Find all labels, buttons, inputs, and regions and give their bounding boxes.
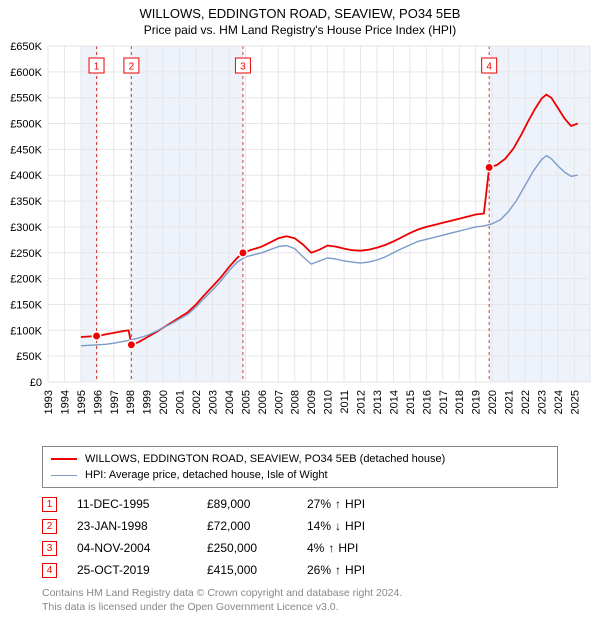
sales-table: 1 11-DEC-1995£89,00027%↑HPI 2 23-JAN-1998£7… [42,494,387,582]
x-axis-label: 2004 [224,390,236,414]
arrow-up-icon: ↑ [328,541,334,555]
sale-date: 04-NOV-2004 [77,541,207,555]
sale-marker-number: 2 [129,61,135,72]
sale-price: £415,000 [207,563,307,577]
sale-marker-number: 4 [486,61,492,72]
x-axis-label: 2017 [438,390,450,414]
shaded-band [131,46,243,382]
legend-label: WILLOWS, EDDINGTON ROAD, SEAVIEW, PO34 5… [85,453,445,465]
y-axis-label: £450K [10,144,42,156]
x-axis-label: 2019 [471,390,483,414]
y-axis-label: £500K [10,119,42,131]
sale-price: £72,000 [207,519,307,533]
arrow-up-icon: ↑ [335,563,341,577]
x-axis-label: 2020 [487,390,499,414]
sale-badge: 2 [42,519,57,534]
sale-price: £250,000 [207,541,307,555]
legend-label: HPI: Average price, detached house, Isle… [85,469,328,481]
sale-row: 2 23-JAN-1998£72,00014%↓HPI [42,516,387,536]
x-axis-label: 2023 [536,390,548,414]
x-axis-label: 1994 [59,390,71,414]
x-axis-label: 1997 [109,390,121,414]
shaded-band [81,46,97,382]
y-axis-label: £100K [10,325,42,337]
legend-swatch [51,475,77,476]
footer-line-1: Contains HM Land Registry data © Crown c… [42,586,402,600]
x-axis-label: 2015 [405,390,417,414]
y-axis-label: £150K [10,299,42,311]
chart-title-block: WILLOWS, EDDINGTON ROAD, SEAVIEW, PO34 5… [0,0,600,37]
x-axis-label: 2014 [388,390,400,414]
footer-attribution: Contains HM Land Registry data © Crown c… [42,586,402,614]
x-axis-label: 2006 [257,390,269,414]
x-axis-label: 2003 [207,390,219,414]
chart-area: £0 £50K £100K £150K £200K £250K £300K £350K £400… [0,42,600,438]
sale-marker-number: 3 [240,61,246,72]
chart-svg: £0 £50K £100K £150K £200K £250K £300K £350K £400… [0,42,600,438]
sale-badge: 1 [42,497,57,512]
x-axis-label: 1993 [43,390,55,414]
sale-date: 11-DEC-1995 [77,497,207,511]
x-axis-label: 1995 [76,390,88,414]
arrow-down-icon: ↓ [335,519,341,533]
x-axis-label: 2011 [339,390,351,414]
x-axis-label: 2012 [356,390,368,414]
legend-row: WILLOWS, EDDINGTON ROAD, SEAVIEW, PO34 5… [51,451,549,467]
x-axis-label: 2024 [553,390,565,414]
sale-delta: 14%↓HPI [307,519,387,533]
x-axis-label: 2007 [273,390,285,414]
sale-marker-dot [127,341,135,349]
x-axis-label: 2022 [520,390,532,414]
y-axis-label: £300K [10,222,42,234]
y-axis-label: £200K [10,274,42,286]
y-axis-label: £600K [10,67,42,79]
sale-marker-dot [485,163,493,171]
x-axis-label: 2000 [158,390,170,414]
sale-delta: 27%↑HPI [307,497,387,511]
sale-date: 25-OCT-2019 [77,563,207,577]
x-axis-label: 2021 [504,390,516,414]
y-axis-label: £400K [10,170,42,182]
y-axis-label: £350K [10,196,42,208]
legend-row: HPI: Average price, detached house, Isle… [51,467,549,483]
sale-delta: 4%↑HPI [307,541,387,555]
shaded-band [489,46,590,382]
x-axis-label: 2013 [372,390,384,414]
footer-line-2: This data is licensed under the Open Gov… [42,600,402,614]
sale-date: 23-JAN-1998 [77,519,207,533]
sale-row: 1 11-DEC-1995£89,00027%↑HPI [42,494,387,514]
sale-row: 3 04-NOV-2004£250,0004%↑HPI [42,538,387,558]
sale-row: 4 25-OCT-2019£415,00026%↑HPI [42,560,387,580]
legend-box: WILLOWS, EDDINGTON ROAD, SEAVIEW, PO34 5… [42,446,558,488]
y-axis-label: £550K [10,93,42,105]
title-line-1: WILLOWS, EDDINGTON ROAD, SEAVIEW, PO34 5… [0,6,600,21]
x-axis-label: 1996 [92,390,104,414]
arrow-up-icon: ↑ [335,497,341,511]
x-axis-label: 2025 [569,390,581,414]
x-axis-label: 2001 [175,390,187,414]
sale-marker-dot [239,249,247,257]
x-axis-label: 2005 [240,390,252,414]
title-line-2: Price paid vs. HM Land Registry's House … [0,23,600,37]
sale-price: £89,000 [207,497,307,511]
x-axis-label: 1998 [125,390,137,414]
sale-badge: 4 [42,563,57,578]
x-axis-label: 2002 [191,390,203,414]
sale-marker-number: 1 [94,61,100,72]
sale-badge: 3 [42,541,57,556]
x-axis-label: 1999 [142,390,154,414]
y-axis-label: £650K [10,42,42,53]
sale-delta: 26%↑HPI [307,563,387,577]
x-axis-label: 2016 [421,390,433,414]
x-axis-label: 2018 [454,390,466,414]
legend-swatch [51,458,77,460]
x-axis-label: 2010 [323,390,335,414]
y-axis-label: £250K [10,248,42,260]
y-axis-label: £50K [16,351,42,363]
x-axis-label: 2009 [306,390,318,414]
sale-marker-dot [92,332,100,340]
x-axis-label: 2008 [290,390,302,414]
y-axis-label: £0 [30,377,42,389]
